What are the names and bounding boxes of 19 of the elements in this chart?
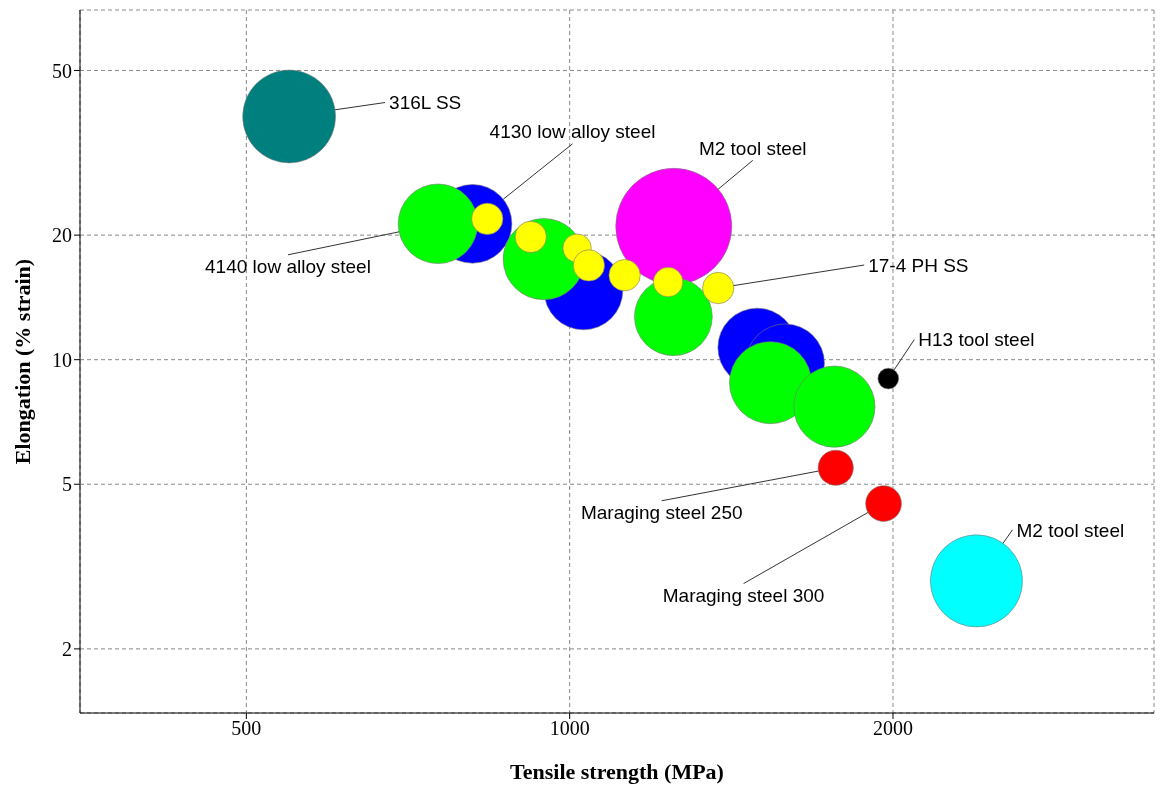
y-tick-label: 2 [62, 638, 72, 660]
y-tick-label: 10 [52, 348, 72, 371]
x-axis-title: Tensile strength (MPa) [510, 759, 724, 784]
y-axis-title: Elongation (% strain) [9, 258, 35, 465]
x-tick-label: 500 [231, 717, 262, 740]
annotation: M2 tool steel [1016, 519, 1125, 541]
y-tick-label: 20 [52, 224, 72, 247]
y-tick-label: 50 [52, 59, 72, 82]
annotation: Maraging steel 300 [662, 585, 825, 607]
annotation: 4140 low alloy steel [205, 256, 371, 278]
annotation: Maraging steel 250 [580, 502, 743, 524]
x-tick-label: 2000 [872, 717, 913, 740]
annotation: 4130 low alloy steel [489, 121, 656, 143]
annotation: M2 tool steel [698, 138, 807, 160]
x-tick-label: 1000 [549, 717, 590, 740]
annotation: H13 tool steel [918, 329, 1035, 351]
annotation: 316L SS [389, 92, 462, 114]
y-tick-label: 5 [62, 473, 72, 496]
annotation: 17-4 PH SS [868, 254, 969, 276]
